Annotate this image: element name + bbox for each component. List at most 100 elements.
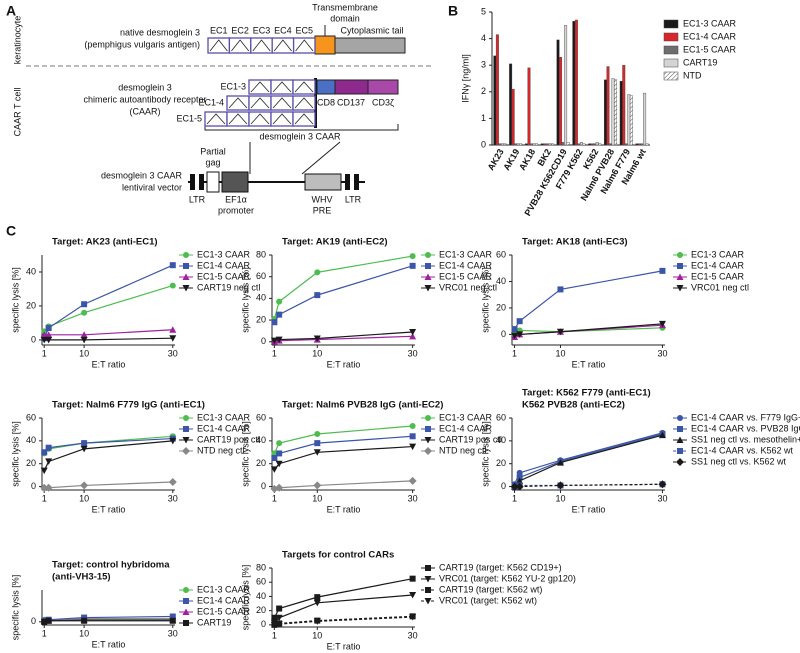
cd8 — [316, 79, 336, 95]
marker — [271, 450, 278, 457]
vector-label: lentiviral vector — [122, 182, 182, 192]
legend-label: EC1-4 CAAR — [197, 595, 251, 605]
legend-label: EC1-5 CAAR — [691, 271, 745, 281]
marker — [169, 335, 177, 342]
bar — [577, 143, 581, 146]
variant-label: EC1-5 — [176, 113, 202, 123]
bar — [598, 143, 602, 146]
legend-marker — [182, 273, 190, 280]
gag-label: gag — [205, 157, 220, 167]
marker — [556, 328, 564, 336]
marker — [45, 617, 52, 624]
domain-label: EC1 — [210, 25, 228, 35]
native-label: native desmoglein 3 — [120, 27, 200, 37]
marker — [409, 423, 416, 429]
legend-label: EC1-4 CAAR vs. PVB28 IgG+ — [691, 423, 800, 433]
bar — [609, 143, 612, 146]
marker — [409, 592, 417, 599]
legend-label: EC1-4 CAAR — [197, 423, 251, 433]
marker — [314, 269, 321, 276]
legend-label: VRC01 (target: K562 wt) — [439, 595, 537, 605]
x-tick-label: 30 — [657, 493, 667, 503]
marker — [511, 326, 518, 333]
y-tick-label: 0 — [31, 334, 36, 344]
y-tick-label: 20 — [496, 458, 506, 468]
x-tick-label: 30 — [168, 628, 178, 638]
legend-label: EC1-4 CAAR — [691, 260, 745, 270]
bar — [629, 95, 633, 146]
ec-motif — [228, 97, 248, 109]
series-line — [44, 481, 173, 489]
legend-marker — [183, 598, 189, 604]
marker — [516, 318, 523, 325]
caar-label: desmoglein 3 — [118, 82, 172, 92]
bar — [643, 92, 647, 146]
native-label: (pemphigus vulgaris antigen) — [84, 39, 200, 49]
bar — [559, 57, 563, 146]
marker — [81, 301, 88, 308]
chart-title: Target: AK18 (anti-EC3) — [522, 237, 628, 248]
legend-label: EC1-5 CAAR — [197, 271, 251, 281]
tm-label: Transmembrane — [312, 2, 378, 12]
legend-label: SS1 neg ctl vs. mesothelin+ — [691, 434, 800, 444]
bar — [635, 143, 639, 146]
marker — [409, 433, 416, 440]
marker — [409, 575, 416, 582]
legend-marker — [425, 252, 431, 258]
legend-label: EC1-3 CAAR — [197, 584, 251, 594]
marker — [314, 440, 321, 447]
y-tick-label: 40 — [496, 435, 506, 445]
y-tick-label: 20 — [26, 458, 36, 468]
marker — [45, 458, 53, 465]
marker — [168, 478, 177, 486]
legend-label: SS1 neg ctl vs. K562 wt — [691, 456, 787, 466]
series-line — [514, 433, 663, 487]
x-axis-label: E:T ratio — [92, 359, 126, 369]
ec-motif — [252, 39, 271, 52]
legend-label: EC1-5 CAAR — [197, 606, 251, 616]
marker — [169, 437, 177, 445]
legend-marker — [183, 252, 189, 258]
bar — [524, 143, 528, 146]
bar — [593, 143, 597, 146]
marker — [40, 336, 48, 344]
y-tick-label: 3 — [481, 60, 486, 70]
domain-label: EC2 — [231, 25, 249, 35]
legend-label: EC1-5 CAAR — [439, 271, 493, 281]
marker — [80, 445, 88, 453]
x-tick-label: 1 — [42, 628, 47, 638]
chart-title: K562 PVB28 (anti-EC2) — [522, 400, 625, 411]
bar — [545, 143, 549, 146]
legend-marker — [425, 263, 431, 269]
cell-label: CAAR T cell — [12, 88, 22, 137]
bracket-label: desmoglein 3 CAAR — [259, 131, 341, 141]
bar — [556, 39, 560, 146]
bar — [614, 79, 618, 146]
y-tick-label: 80 — [256, 562, 266, 572]
legend-label: EC1-4 CAAR — [683, 31, 737, 41]
y-axis-label: specific lysis [%] — [480, 267, 490, 333]
marker — [409, 332, 417, 340]
bar — [624, 143, 628, 146]
legend-marker — [183, 587, 189, 593]
legend-label: CART19 pos ctl — [197, 434, 260, 444]
y-tick-label: 60 — [496, 249, 506, 259]
legend-swatch — [663, 71, 679, 81]
legend-marker — [425, 587, 431, 593]
bar — [495, 34, 499, 146]
bar — [493, 55, 497, 146]
legend-label: VRC01 neg ctl — [439, 282, 497, 292]
legend-label: EC1-3 CAAR — [691, 249, 745, 259]
legend-label: NTD neg ctl — [439, 445, 487, 455]
bar — [511, 88, 515, 146]
x-axis-label: E:T ratio — [92, 639, 126, 649]
x-axis-label: E:T ratio — [572, 504, 606, 514]
pre-label: PRE — [313, 205, 332, 215]
y-tick-label: 40 — [256, 435, 266, 445]
caar-label: chimeric autoantibody receptor — [83, 94, 206, 104]
y-tick-label: 40 — [256, 591, 266, 601]
legend-label: EC1-3 CAAR — [439, 412, 493, 422]
chart-title: Target: AK19 (anti-EC2) — [282, 237, 388, 248]
series-line — [274, 616, 413, 626]
